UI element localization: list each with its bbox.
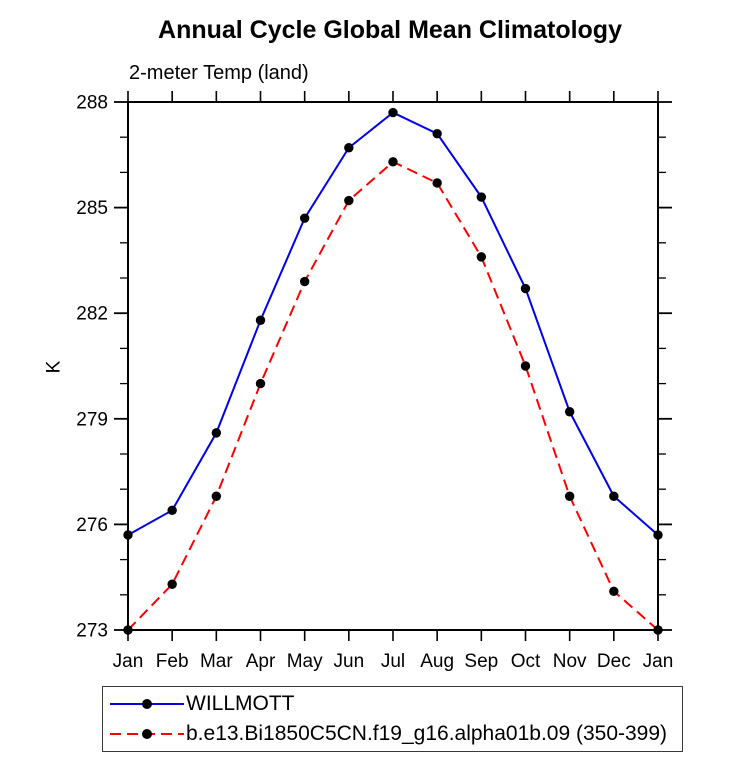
y-axis-label: K — [43, 360, 65, 374]
x-tick-label: Sep — [464, 651, 498, 672]
legend-item-willmott: WILLMOTT — [108, 691, 682, 717]
chart-title: Annual Cycle Global Mean Climatology — [158, 16, 622, 44]
data-point-marker-1 — [211, 491, 222, 501]
data-point-marker-0 — [299, 213, 310, 223]
x-tick-label: Dec — [597, 651, 631, 672]
data-point-marker-0 — [167, 505, 177, 516]
y-tick-label: 282 — [76, 304, 108, 325]
y-tick-label: 276 — [76, 515, 108, 536]
data-point-marker-0 — [520, 283, 531, 294]
y-tick-label: 288 — [76, 93, 108, 114]
data-point-marker-0 — [344, 143, 354, 153]
legend-swatch-marker — [142, 729, 152, 739]
data-point-marker-1 — [432, 178, 442, 188]
data-point-marker-0 — [564, 407, 575, 417]
x-tick-label: May — [287, 651, 323, 672]
x-tick-label: Nov — [553, 651, 587, 672]
series-line-0 — [127, 111, 659, 536]
legend-label-model: b.e13.Bi1850C5CN.f19_g16.alpha01b.09 (35… — [186, 722, 668, 745]
x-tick-label: Oct — [511, 651, 541, 672]
data-point-marker-0 — [255, 315, 266, 325]
x-tick-label: Aug — [420, 651, 454, 672]
data-point-marker-1 — [255, 378, 266, 389]
x-tick-label: Jun — [334, 651, 365, 672]
data-point-marker-0 — [388, 107, 398, 118]
data-point-marker-1 — [609, 586, 619, 596]
y-tick-label: 279 — [76, 409, 108, 430]
legend-swatch-marker — [142, 699, 152, 709]
x-tick-label: Jan — [643, 651, 674, 672]
legend-swatch-model — [110, 729, 184, 739]
x-tick-label: Apr — [246, 651, 276, 672]
data-point-marker-1 — [520, 361, 531, 371]
y-tick-label: 273 — [76, 621, 108, 642]
x-tick-label: Jan — [113, 651, 144, 672]
legend-label-willmott: WILLMOTT — [186, 692, 295, 715]
data-point-marker-0 — [476, 192, 487, 202]
plot-frame — [127, 101, 659, 631]
data-point-marker-1 — [476, 252, 487, 262]
data-point-marker-1 — [299, 276, 310, 287]
data-point-marker-1 — [344, 195, 354, 206]
x-tick-label: Feb — [156, 651, 189, 672]
data-point-marker-1 — [388, 157, 398, 167]
legend-item-model: b.e13.Bi1850C5CN.f19_g16.alpha01b.09 (35… — [108, 721, 682, 747]
data-point-marker-0 — [609, 491, 619, 501]
data-point-marker-0 — [211, 428, 222, 438]
data-point-marker-1 — [564, 491, 575, 501]
chart-svg: Jan Feb Mar Apr May Jun Jul Aug Sep Oct Nov Dec Jan2… — [76, 91, 674, 672]
legend-box: WILLMOTT b.e13.Bi1850C5CN.f19_g16.alpha0… — [102, 686, 683, 752]
x-tick-label: Jul — [381, 651, 405, 672]
data-point-marker-1 — [167, 579, 177, 589]
data-point-marker-0 — [432, 128, 442, 139]
y-tick-label: 285 — [76, 198, 108, 219]
chart-subtitle: 2-meter Temp (land) — [129, 62, 309, 84]
x-tick-label: Mar — [200, 651, 233, 672]
legend-swatch-willmott — [110, 699, 184, 709]
series-line-1 — [127, 160, 659, 631]
